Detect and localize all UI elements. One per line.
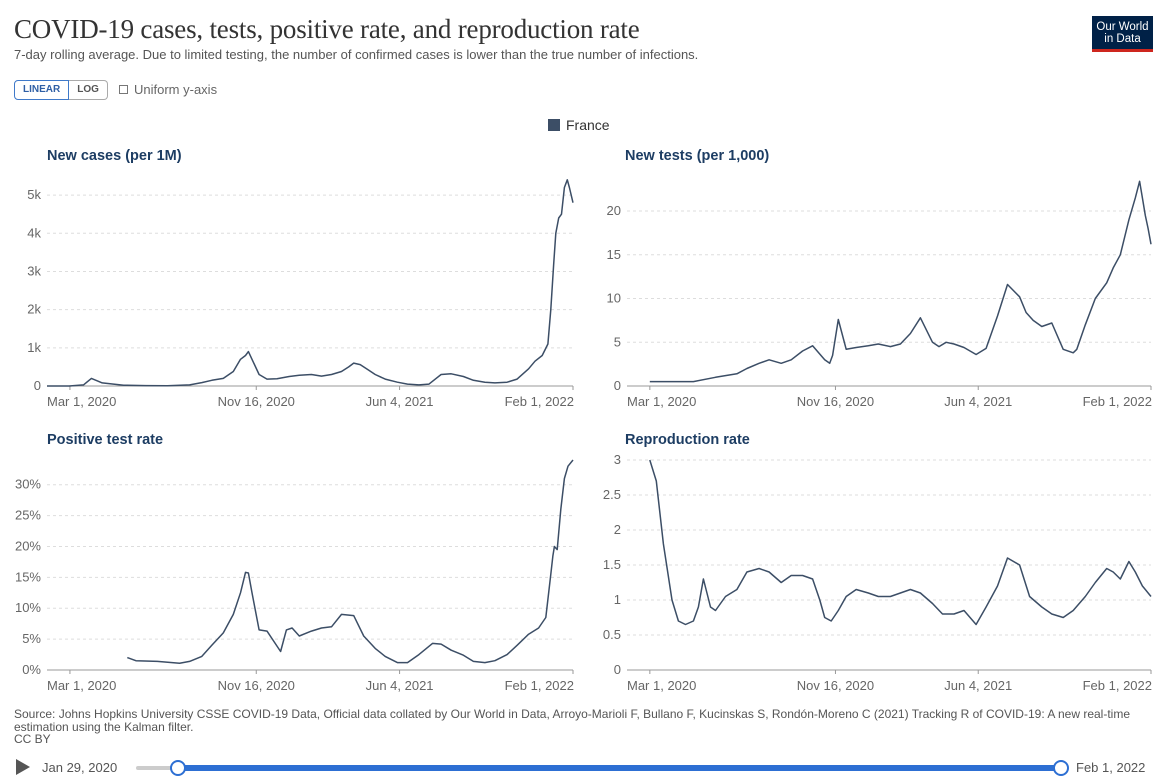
license-text[interactable]: CC BY bbox=[14, 732, 51, 746]
play-icon[interactable] bbox=[16, 759, 30, 775]
timeline-selected-range bbox=[178, 765, 1062, 771]
logo-red-bar bbox=[1092, 49, 1153, 52]
source-note: Source: Johns Hopkins University CSSE CO… bbox=[14, 708, 1134, 746]
timeline-start-label: Jan 29, 2020 bbox=[42, 760, 118, 775]
log-button[interactable]: LOG bbox=[69, 80, 108, 100]
source-text: Source: Johns Hopkins University CSSE CO… bbox=[14, 707, 1131, 734]
panel-title-new-cases: New cases (per 1M) bbox=[47, 148, 182, 164]
linear-button[interactable]: LINEAR bbox=[14, 80, 70, 100]
logo-line-1: Our World bbox=[1096, 21, 1149, 33]
timeline-end-handle[interactable] bbox=[1053, 760, 1069, 776]
series-line-france bbox=[47, 179, 574, 387]
chart-subtitle: 7-day rolling average. Due to limited te… bbox=[14, 47, 699, 62]
legend-swatch bbox=[548, 119, 560, 131]
uniform-y-axis-label: Uniform y-axis bbox=[134, 82, 218, 97]
panel-title-positive-rate: Positive test rate bbox=[47, 432, 164, 448]
logo-line-2: in Data bbox=[1104, 33, 1141, 45]
timeline-end-label: Feb 1, 2022 bbox=[1076, 760, 1146, 775]
x-tick-label: Jun 4, 2021 bbox=[366, 394, 434, 409]
y-tick-label: 3k bbox=[27, 263, 41, 278]
timeline: Jan 29, 2020 Feb 1, 2022 bbox=[14, 754, 1164, 784]
y-tick-label: 4k bbox=[27, 225, 41, 240]
uniform-y-axis-toggle[interactable]: Uniform y-axis bbox=[119, 82, 217, 97]
x-tick-label: Mar 1, 2020 bbox=[47, 394, 116, 409]
x-tick-label: Nov 16, 2020 bbox=[218, 394, 295, 409]
y-tick-label: 1k bbox=[27, 340, 41, 355]
x-tick-label: Feb 1, 2022 bbox=[505, 394, 574, 409]
legend-item-france[interactable]: France bbox=[548, 117, 610, 133]
legend-label: France bbox=[566, 117, 610, 133]
y-tick-label: 2k bbox=[27, 302, 41, 317]
timeline-start-handle[interactable] bbox=[170, 760, 186, 776]
owid-logo[interactable]: Our World in Data bbox=[1092, 16, 1153, 52]
checkbox-icon[interactable] bbox=[119, 85, 128, 94]
chart-title: COVID-19 cases, tests, positive rate, an… bbox=[14, 14, 640, 44]
y-tick-label: 0 bbox=[34, 378, 41, 393]
y-tick-label: 5k bbox=[27, 187, 41, 202]
panel-title-reproduction-rate: Reproduction rate bbox=[625, 432, 750, 448]
panel-title-new-tests: New tests (per 1,000) bbox=[625, 148, 770, 164]
scale-toggle: LINEAR LOG bbox=[14, 80, 108, 100]
